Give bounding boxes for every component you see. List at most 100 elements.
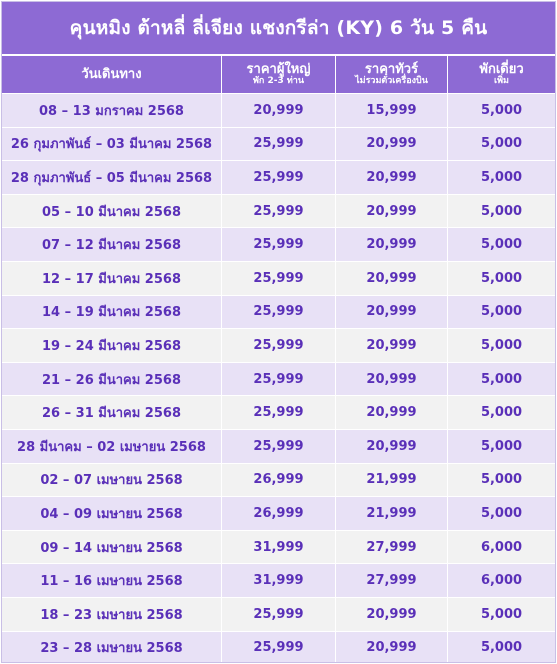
cell-single-supplement: 5,000 [447, 597, 555, 631]
cell-tour-price: 27,999 [335, 530, 447, 564]
cell-tour-price: 21,999 [335, 463, 447, 497]
table-row: 04 – 09 เมษายน 2568 26,999 21,999 5,000 [2, 496, 555, 530]
cell-adult-price: 25,999 [221, 228, 335, 261]
table-row: 26 กุมภาพันธ์ – 03 มีนาคม 2568 25,999 20… [2, 126, 555, 161]
table-row: 11 – 16 เมษายน 2568 31,999 27,999 6,000 [2, 563, 555, 597]
cell-adult-price: 25,999 [221, 396, 335, 429]
cell-date: 04 – 09 เมษายน 2568 [40, 506, 183, 522]
cell-tour-price: 20,999 [335, 261, 447, 295]
header-adult: ราคาผู้ใหญ่ พัก 2-3 ท่าน [221, 56, 335, 93]
cell-single-supplement: 5,000 [447, 362, 555, 396]
cell-date: 09 – 14 เมษายน 2568 [40, 540, 183, 556]
cell-single-supplement: 5,000 [447, 228, 555, 261]
cell-date: 26 – 31 มีนาคม 2568 [42, 406, 181, 422]
header-date: วันเดินทาง [2, 56, 221, 93]
cell-date: 02 – 07 เมษายน 2568 [40, 473, 183, 489]
cell-single-supplement: 5,000 [447, 94, 555, 127]
cell-adult-price: 25,999 [221, 329, 335, 362]
cell-single-supplement: 5,000 [447, 329, 555, 362]
cell-tour-price: 20,999 [335, 329, 447, 362]
table-row: 08 – 13 มกราคม 2568 20,999 15,999 5,000 [2, 93, 555, 127]
cell-adult-price: 25,999 [221, 194, 335, 228]
header-tour-label: ราคาทัวร์ [364, 61, 419, 77]
cell-date: 07 – 12 มีนาคม 2568 [42, 238, 181, 254]
cell-adult-price: 25,999 [221, 597, 335, 631]
header-single: พักเดี่ยว เพิ่ม [447, 56, 555, 93]
cell-single-supplement: 5,000 [447, 161, 555, 194]
cell-date: 19 – 24 มีนาคม 2568 [42, 338, 181, 354]
cell-single-supplement: 5,000 [447, 497, 555, 530]
header-tour: ราคาทัวร์ ไม่รวมตั๋วเครื่องบิน [335, 56, 447, 93]
table-row: 19 – 24 มีนาคม 2568 25,999 20,999 5,000 [2, 328, 555, 362]
cell-single-supplement: 5,000 [447, 396, 555, 429]
cell-adult-price: 25,999 [221, 631, 335, 662]
cell-tour-price: 20,999 [335, 127, 447, 161]
cell-single-supplement: 5,000 [447, 429, 555, 463]
table-body: 08 – 13 มกราคม 2568 20,999 15,999 5,000 … [2, 93, 555, 662]
cell-adult-price: 25,999 [221, 161, 335, 194]
table-row: 23 – 28 เมษายน 2568 25,999 20,999 5,000 [2, 630, 555, 662]
cell-date: 28 กุมภาพันธ์ – 05 มีนาคม 2568 [10, 170, 213, 186]
table-title: คุนหมิง ต้าหลี่ ลี่เจียง แชงกรีล่า (KY) … [2, 2, 555, 56]
table-header: วันเดินทาง ราคาผู้ใหญ่ พัก 2-3 ท่าน ราคา… [2, 56, 555, 93]
cell-date: 21 – 26 มีนาคม 2568 [42, 372, 181, 388]
cell-single-supplement: 6,000 [447, 564, 555, 597]
cell-adult-price: 26,999 [221, 497, 335, 530]
table-row: 09 – 14 เมษายน 2568 31,999 27,999 6,000 [2, 529, 555, 564]
cell-tour-price: 21,999 [335, 497, 447, 530]
cell-adult-price: 31,999 [221, 564, 335, 597]
cell-tour-price: 20,999 [335, 396, 447, 429]
cell-single-supplement: 5,000 [447, 631, 555, 662]
cell-adult-price: 25,999 [221, 295, 335, 329]
header-adult-label: ราคาผู้ใหญ่ [246, 61, 311, 77]
cell-single-supplement: 5,000 [447, 194, 555, 228]
table-row: 21 – 26 มีนาคม 2568 25,999 20,999 5,000 [2, 361, 555, 396]
cell-adult-price: 31,999 [221, 530, 335, 564]
cell-adult-price: 25,999 [221, 261, 335, 295]
cell-tour-price: 20,999 [335, 597, 447, 631]
table-row: 28 มีนาคม – 02 เมษายน 2568 25,999 20,999… [2, 428, 555, 463]
cell-tour-price: 20,999 [335, 429, 447, 463]
table-row: 26 – 31 มีนาคม 2568 25,999 20,999 5,000 [2, 395, 555, 429]
cell-tour-price: 20,999 [335, 228, 447, 261]
cell-date: 05 – 10 มีนาคม 2568 [42, 204, 181, 220]
header-single-sub: เพิ่ม [494, 75, 509, 86]
table-row: 28 กุมภาพันธ์ – 05 มีนาคม 2568 25,999 20… [2, 160, 555, 194]
table-row: 18 – 23 เมษายน 2568 25,999 20,999 5,000 [2, 596, 555, 631]
table-row: 05 – 10 มีนาคม 2568 25,999 20,999 5,000 [2, 193, 555, 228]
cell-tour-price: 27,999 [335, 564, 447, 597]
cell-tour-price: 20,999 [335, 194, 447, 228]
cell-single-supplement: 6,000 [447, 530, 555, 564]
cell-adult-price: 20,999 [221, 94, 335, 127]
header-single-label: พักเดี่ยว [479, 61, 524, 77]
cell-adult-price: 25,999 [221, 362, 335, 396]
table-row: 14 – 19 มีนาคม 2568 25,999 20,999 5,000 [2, 294, 555, 329]
cell-date: 11 – 16 เมษายน 2568 [40, 574, 183, 590]
header-date-label: วันเดินทาง [81, 66, 142, 82]
cell-single-supplement: 5,000 [447, 295, 555, 329]
cell-adult-price: 26,999 [221, 463, 335, 497]
table-row: 07 – 12 มีนาคม 2568 25,999 20,999 5,000 [2, 227, 555, 261]
cell-single-supplement: 5,000 [447, 463, 555, 497]
cell-single-supplement: 5,000 [447, 261, 555, 295]
cell-tour-price: 20,999 [335, 631, 447, 662]
cell-date: 14 – 19 มีนาคม 2568 [42, 305, 181, 321]
cell-adult-price: 25,999 [221, 429, 335, 463]
cell-adult-price: 25,999 [221, 127, 335, 161]
cell-tour-price: 20,999 [335, 362, 447, 396]
cell-date: 26 กุมภาพันธ์ – 03 มีนาคม 2568 [10, 137, 213, 153]
cell-tour-price: 15,999 [335, 94, 447, 127]
cell-date: 18 – 23 เมษายน 2568 [40, 607, 183, 623]
cell-date: 12 – 17 มีนาคม 2568 [42, 271, 181, 287]
header-adult-sub: พัก 2-3 ท่าน [252, 75, 305, 86]
cell-date: 08 – 13 มกราคม 2568 [39, 103, 184, 119]
header-tour-sub: ไม่รวมตั๋วเครื่องบิน [355, 75, 428, 86]
cell-tour-price: 20,999 [335, 161, 447, 194]
cell-tour-price: 20,999 [335, 295, 447, 329]
cell-single-supplement: 5,000 [447, 127, 555, 161]
table-row: 12 – 17 มีนาคม 2568 25,999 20,999 5,000 [2, 260, 555, 295]
cell-date: 28 มีนาคม – 02 เมษายน 2568 [17, 439, 206, 455]
cell-date: 23 – 28 เมษายน 2568 [40, 641, 183, 657]
table-row: 02 – 07 เมษายน 2568 26,999 21,999 5,000 [2, 462, 555, 497]
